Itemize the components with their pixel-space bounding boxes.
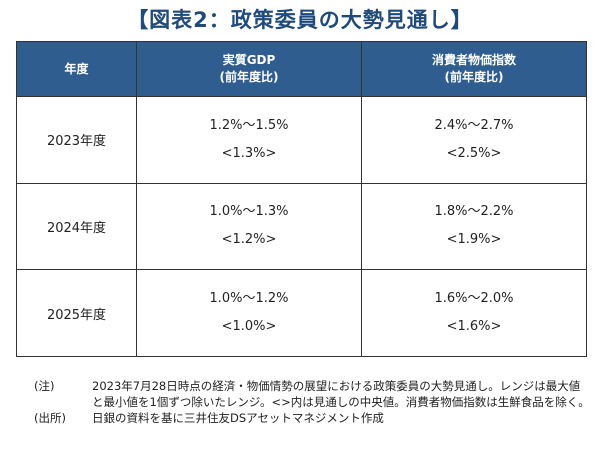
table-row: 2023年度 1.2%～1.5% <1.3%> 2.4%～2.7% <2.5%>: [16, 96, 587, 184]
table-row: 2025年度 1.0%～1.2% <1.0%> 1.6%～2.0% <1.6%>: [16, 269, 587, 357]
header-gdp-line1: 実質GDP: [222, 53, 276, 67]
header-year-label: 年度: [64, 61, 89, 76]
gdp-range: 1.2%～1.5%: [209, 117, 289, 133]
note-text: 2023年7月28日時点の経済・物価情勢の展望における政策委員の大勢見通し。レン…: [92, 379, 590, 409]
cpi-range: 1.8%～2.2%: [434, 204, 514, 220]
gdp-cell: 1.0%～1.2% <1.0%>: [136, 269, 362, 357]
source-text: 日銀の資料を基に三井住友DSアセットマネジメント作成: [92, 411, 384, 425]
table-header-row: 年度 実質GDP (前年度比) 消費者物価指数 (前年度比): [16, 41, 587, 97]
header-cpi: 消費者物価指数 (前年度比): [361, 41, 587, 97]
forecast-table: 年度 実質GDP (前年度比) 消費者物価指数 (前年度比) 2023年度 1.…: [16, 41, 587, 357]
year-cell: 2025年度: [16, 269, 137, 357]
source-label: (出所): [34, 411, 66, 425]
year-cell: 2023年度: [16, 96, 137, 184]
gdp-range: 1.0%～1.3%: [209, 204, 289, 220]
cpi-range: 1.6%～2.0%: [434, 291, 514, 307]
gdp-median: <1.2%>: [221, 232, 277, 248]
header-gdp-line2: (前年度比): [219, 70, 279, 84]
source: (出所) 日銀の資料を基に三井住友DSアセットマネジメント作成: [34, 410, 590, 426]
cpi-median: <1.9%>: [446, 232, 502, 248]
note-label: (注): [34, 379, 55, 393]
note: (注) 2023年7月28日時点の経済・物価情勢の展望における政策委員の大勢見通…: [34, 378, 590, 410]
gdp-range: 1.0%～1.2%: [209, 291, 289, 307]
header-year: 年度: [16, 41, 137, 97]
cpi-median: <2.5%>: [446, 145, 502, 161]
gdp-cell: 1.2%～1.5% <1.3%>: [136, 96, 362, 184]
figure-title: 【図表2：政策委員の大勢見通し】: [127, 8, 473, 32]
header-gdp: 実質GDP (前年度比): [136, 41, 362, 97]
cpi-cell: 1.6%～2.0% <1.6%>: [361, 269, 587, 357]
cpi-cell: 1.8%～2.2% <1.9%>: [361, 182, 587, 271]
gdp-cell: 1.0%～1.3% <1.2%>: [136, 182, 362, 271]
year-cell: 2024年度: [16, 182, 137, 271]
gdp-median: <1.3%>: [221, 145, 277, 161]
header-cpi-line1: 消費者物価指数: [431, 53, 516, 67]
footnotes: (注) 2023年7月28日時点の経済・物価情勢の展望における政策委員の大勢見通…: [34, 378, 590, 426]
cpi-cell: 2.4%～2.7% <2.5%>: [361, 96, 587, 184]
cpi-range: 2.4%～2.7%: [434, 117, 514, 133]
header-cpi-line2: (前年度比): [444, 70, 504, 84]
table-row: 2024年度 1.0%～1.3% <1.2%> 1.8%～2.2% <1.9%>: [16, 182, 587, 271]
gdp-median: <1.0%>: [221, 319, 277, 335]
cpi-median: <1.6%>: [446, 319, 502, 335]
